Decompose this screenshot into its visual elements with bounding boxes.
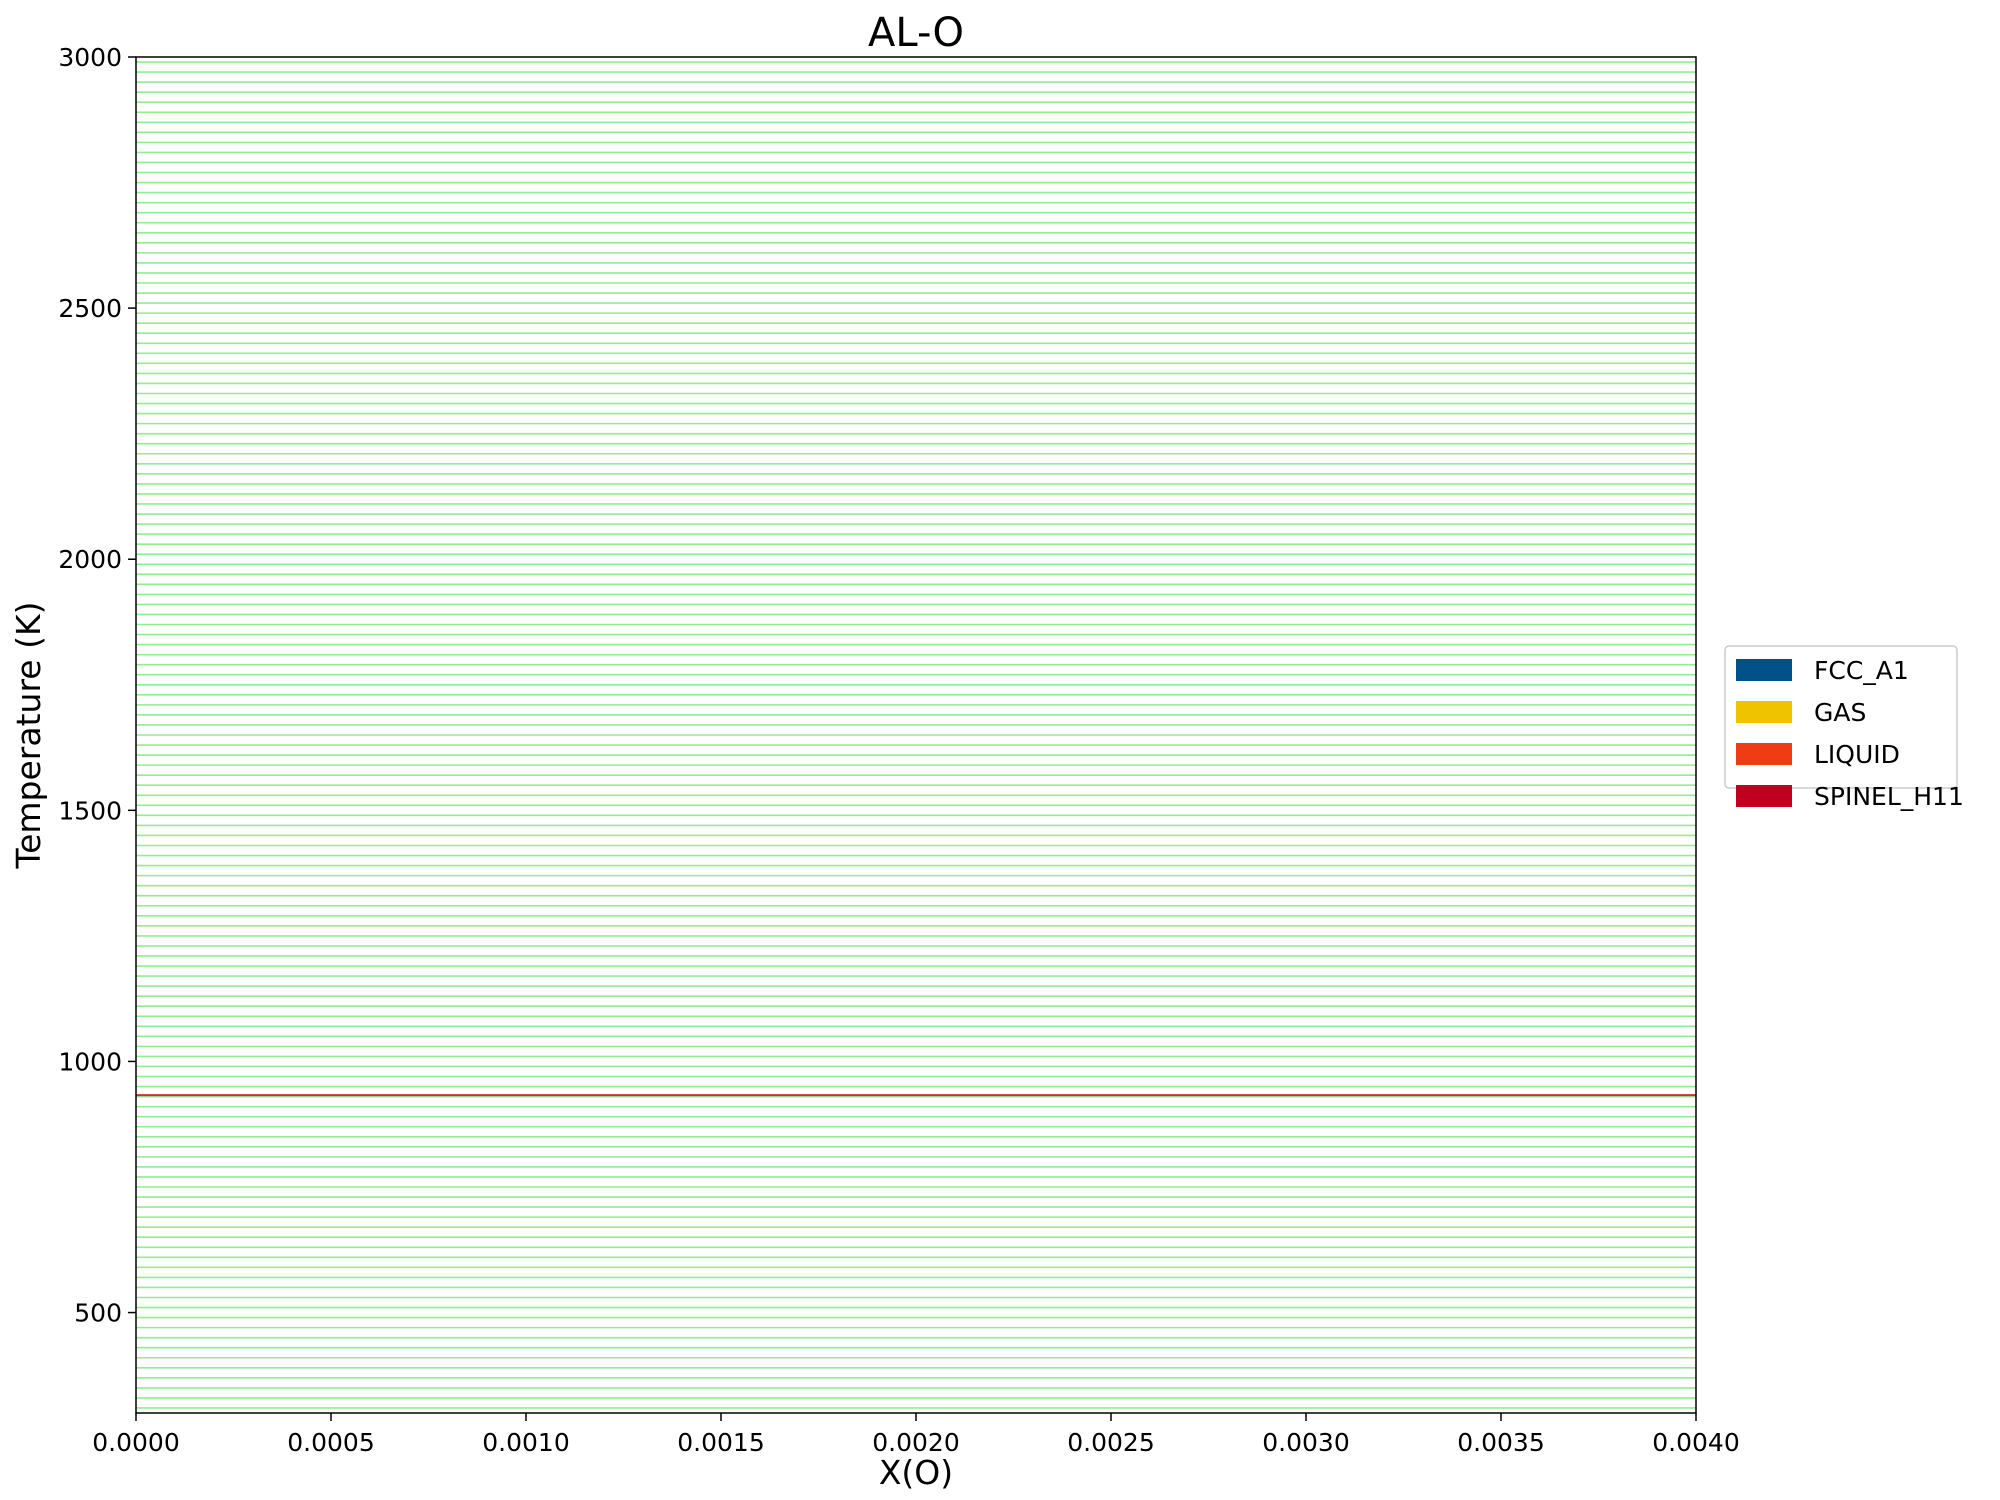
y-axis-label: Temperature (K) [9, 602, 48, 870]
legend-swatch [1736, 659, 1792, 681]
legend: FCC_A1 GAS LIQUID SPINEL_H11 [1724, 645, 1964, 811]
chart-title: AL-O [868, 10, 964, 56]
x-tick-label: 0.0040 [1652, 1428, 1739, 1457]
legend-swatch [1736, 701, 1792, 723]
legend-entry-label: FCC_A1 [1814, 656, 1909, 685]
legend-swatch [1736, 785, 1792, 807]
x-tick-label: 0.0015 [677, 1428, 764, 1457]
x-tick-label: 0.0010 [482, 1428, 569, 1457]
y-tick-label: 2000 [58, 545, 122, 574]
x-tick-label: 0.0035 [1457, 1428, 1544, 1457]
legend-entries: FCC_A1 GAS LIQUID SPINEL_H11 [1736, 656, 1964, 811]
x-tick-label: 0.0020 [872, 1428, 959, 1457]
x-tick-label: 0.0025 [1067, 1428, 1154, 1457]
y-tick-label: 2500 [58, 294, 122, 323]
legend-entry-label: LIQUID [1814, 740, 1900, 769]
y-tick-label: 500 [74, 1299, 122, 1328]
x-tick-label: 0.0005 [287, 1428, 374, 1457]
y-tick-label: 3000 [58, 43, 122, 72]
x-axis-label: X(O) [879, 1453, 953, 1492]
x-tick-label: 0.0030 [1262, 1428, 1349, 1457]
y-axis-ticks: 500 1000 1500 2000 2500 3000 [58, 43, 136, 1328]
x-tick-label: 0.0000 [92, 1428, 179, 1457]
legend-entry-label: GAS [1814, 698, 1866, 727]
x-axis-ticks: 0.0000 0.0005 0.0010 0.0015 0.0020 0.0025 0.00… [92, 1413, 1740, 1457]
y-tick-label: 1500 [58, 796, 122, 825]
y-tick-label: 1000 [58, 1047, 122, 1076]
legend-entry-label: SPINEL_H11 [1814, 782, 1964, 811]
legend-swatch [1736, 743, 1792, 765]
tie-lines-group [136, 61, 1696, 1409]
